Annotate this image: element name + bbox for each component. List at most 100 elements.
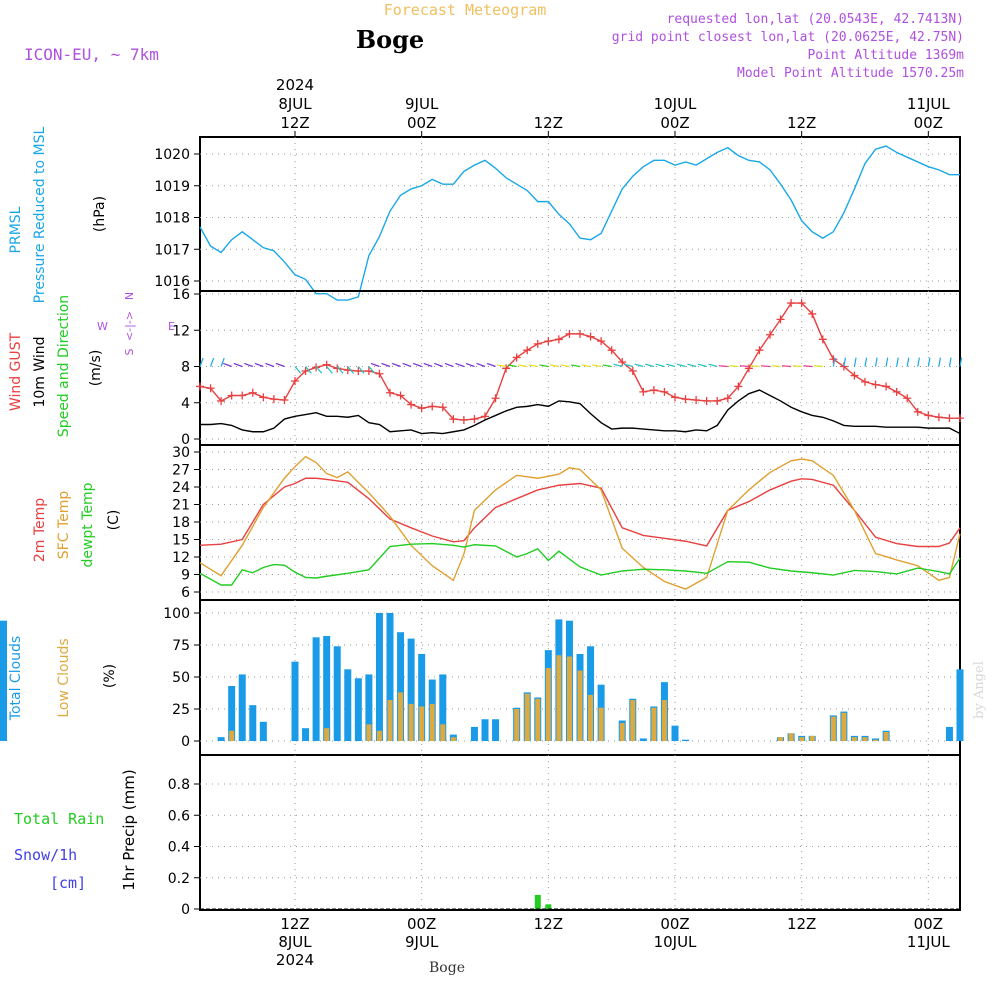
bar-low-clouds: [588, 694, 594, 741]
wind-arrow: [739, 365, 749, 368]
y-tick-label: 0.8: [168, 777, 190, 793]
gust-marker: [945, 414, 954, 423]
y-tick-label: 9: [181, 568, 190, 584]
y-tick-label: 12: [172, 550, 190, 566]
y-tick-label: 25: [172, 702, 190, 718]
bar-total-clouds: [945, 726, 953, 741]
time-label: 00Z: [914, 114, 943, 132]
bar-low-clouds: [524, 693, 530, 741]
gust-marker: [892, 387, 901, 396]
wind-arrow: [959, 357, 963, 367]
wind-arrow: [497, 364, 507, 368]
y-tick-label: 0: [181, 734, 190, 750]
gust-marker: [354, 367, 363, 376]
time-label: 12Z: [280, 114, 309, 132]
gust-marker: [607, 346, 616, 355]
time-label: 10JUL: [654, 95, 697, 113]
bar-low-clouds: [799, 737, 805, 741]
bar-low-clouds: [419, 706, 425, 741]
pressure-label: Pressure Reduced to MSL: [32, 126, 48, 303]
gust-marker: [649, 386, 658, 395]
wind-arrow: [326, 366, 333, 374]
wind-arrow: [938, 357, 942, 367]
prmsl-label: PRMSL: [8, 206, 24, 253]
gust-marker: [903, 394, 912, 403]
wind-arrow: [486, 362, 496, 368]
gust-marker: [438, 403, 447, 412]
wind-arrow: [623, 363, 633, 368]
time-label: 12Z: [280, 915, 309, 933]
bar-low-clouds: [809, 735, 815, 741]
bar-low-clouds: [514, 709, 520, 741]
bar-total-clouds: [397, 632, 405, 741]
gust-marker: [301, 367, 310, 376]
wind-arrow: [645, 363, 655, 368]
wind-arrow: [294, 366, 302, 374]
bar-low-clouds: [830, 716, 836, 741]
bar-low-clouds: [324, 728, 330, 741]
bar-low-clouds: [566, 656, 572, 741]
gust-marker: [333, 364, 342, 373]
wind-arrow: [528, 364, 538, 368]
bar-total-clouds: [639, 738, 647, 741]
bar-low-clouds: [651, 707, 657, 741]
gust-marker: [280, 396, 289, 405]
requested-coords: requested lon,lat (20.0543E, 42.7413N): [667, 12, 964, 27]
wind-arrow: [832, 357, 836, 367]
gust-marker: [639, 387, 648, 396]
compass-arrow: <-|->: [123, 311, 136, 341]
gust-marker: [375, 369, 384, 378]
wind-arrow: [518, 364, 528, 368]
bar-total-clouds: [956, 669, 964, 741]
bar-low-clouds: [630, 700, 636, 741]
time-label: 00Z: [914, 915, 943, 933]
total-clouds-label: Total Clouds: [8, 636, 24, 721]
time-label: 00Z: [660, 114, 689, 132]
product-title: Forecast Meteogram: [384, 1, 547, 19]
panel-0: 1016 1017 1018 1019 1020: [154, 136, 961, 301]
gust-marker: [671, 393, 679, 402]
gust-marker: [491, 394, 500, 403]
wind-arrow: [571, 364, 581, 368]
bar-total-clouds: [481, 719, 489, 741]
wind-arrow: [336, 366, 344, 374]
bar-low-clouds: [387, 700, 393, 741]
time-label: 12Z: [534, 915, 563, 933]
gust-marker: [291, 377, 299, 385]
bar-total-clouds: [418, 653, 426, 741]
panel-1: 0 4 8 12 16: [172, 287, 964, 448]
gust-marker: [502, 364, 511, 373]
gust-marker: [713, 396, 722, 405]
gust-marker: [470, 415, 479, 424]
compass-w: W: [97, 320, 108, 333]
gust-marker: [459, 415, 468, 424]
gust-marker: [523, 346, 532, 355]
bar-low-clouds: [535, 698, 541, 741]
bar-low-clouds: [873, 739, 879, 741]
gust-marker: [259, 393, 268, 402]
celsius-label: (C): [106, 510, 122, 531]
gust-marker: [364, 367, 373, 376]
bar-low-clouds: [661, 700, 667, 741]
y-tick-label: 75: [172, 638, 190, 654]
gust-marker: [882, 382, 891, 391]
wind-arrow: [507, 364, 517, 368]
time-label: 00Z: [407, 114, 436, 132]
time-label: 11JUL: [907, 95, 950, 113]
y-tick-label: 12: [172, 323, 190, 339]
wind-arrow: [782, 365, 792, 368]
bar-low-clouds: [556, 655, 562, 741]
time-label: 00Z: [407, 915, 436, 933]
y-tick-label: 1018: [154, 211, 190, 227]
gust-marker: [702, 396, 711, 405]
gust-marker: [744, 364, 753, 373]
sfc-temp-label: SFC Temp: [56, 491, 72, 560]
watermark: by Angel: [972, 661, 987, 719]
time-label: 10JUL: [654, 933, 697, 951]
wind-arrow: [718, 365, 728, 368]
wind-arrow: [843, 357, 847, 367]
gust-marker: [618, 357, 627, 366]
y-tick-label: 21: [172, 498, 190, 514]
gust-marker: [681, 395, 690, 404]
